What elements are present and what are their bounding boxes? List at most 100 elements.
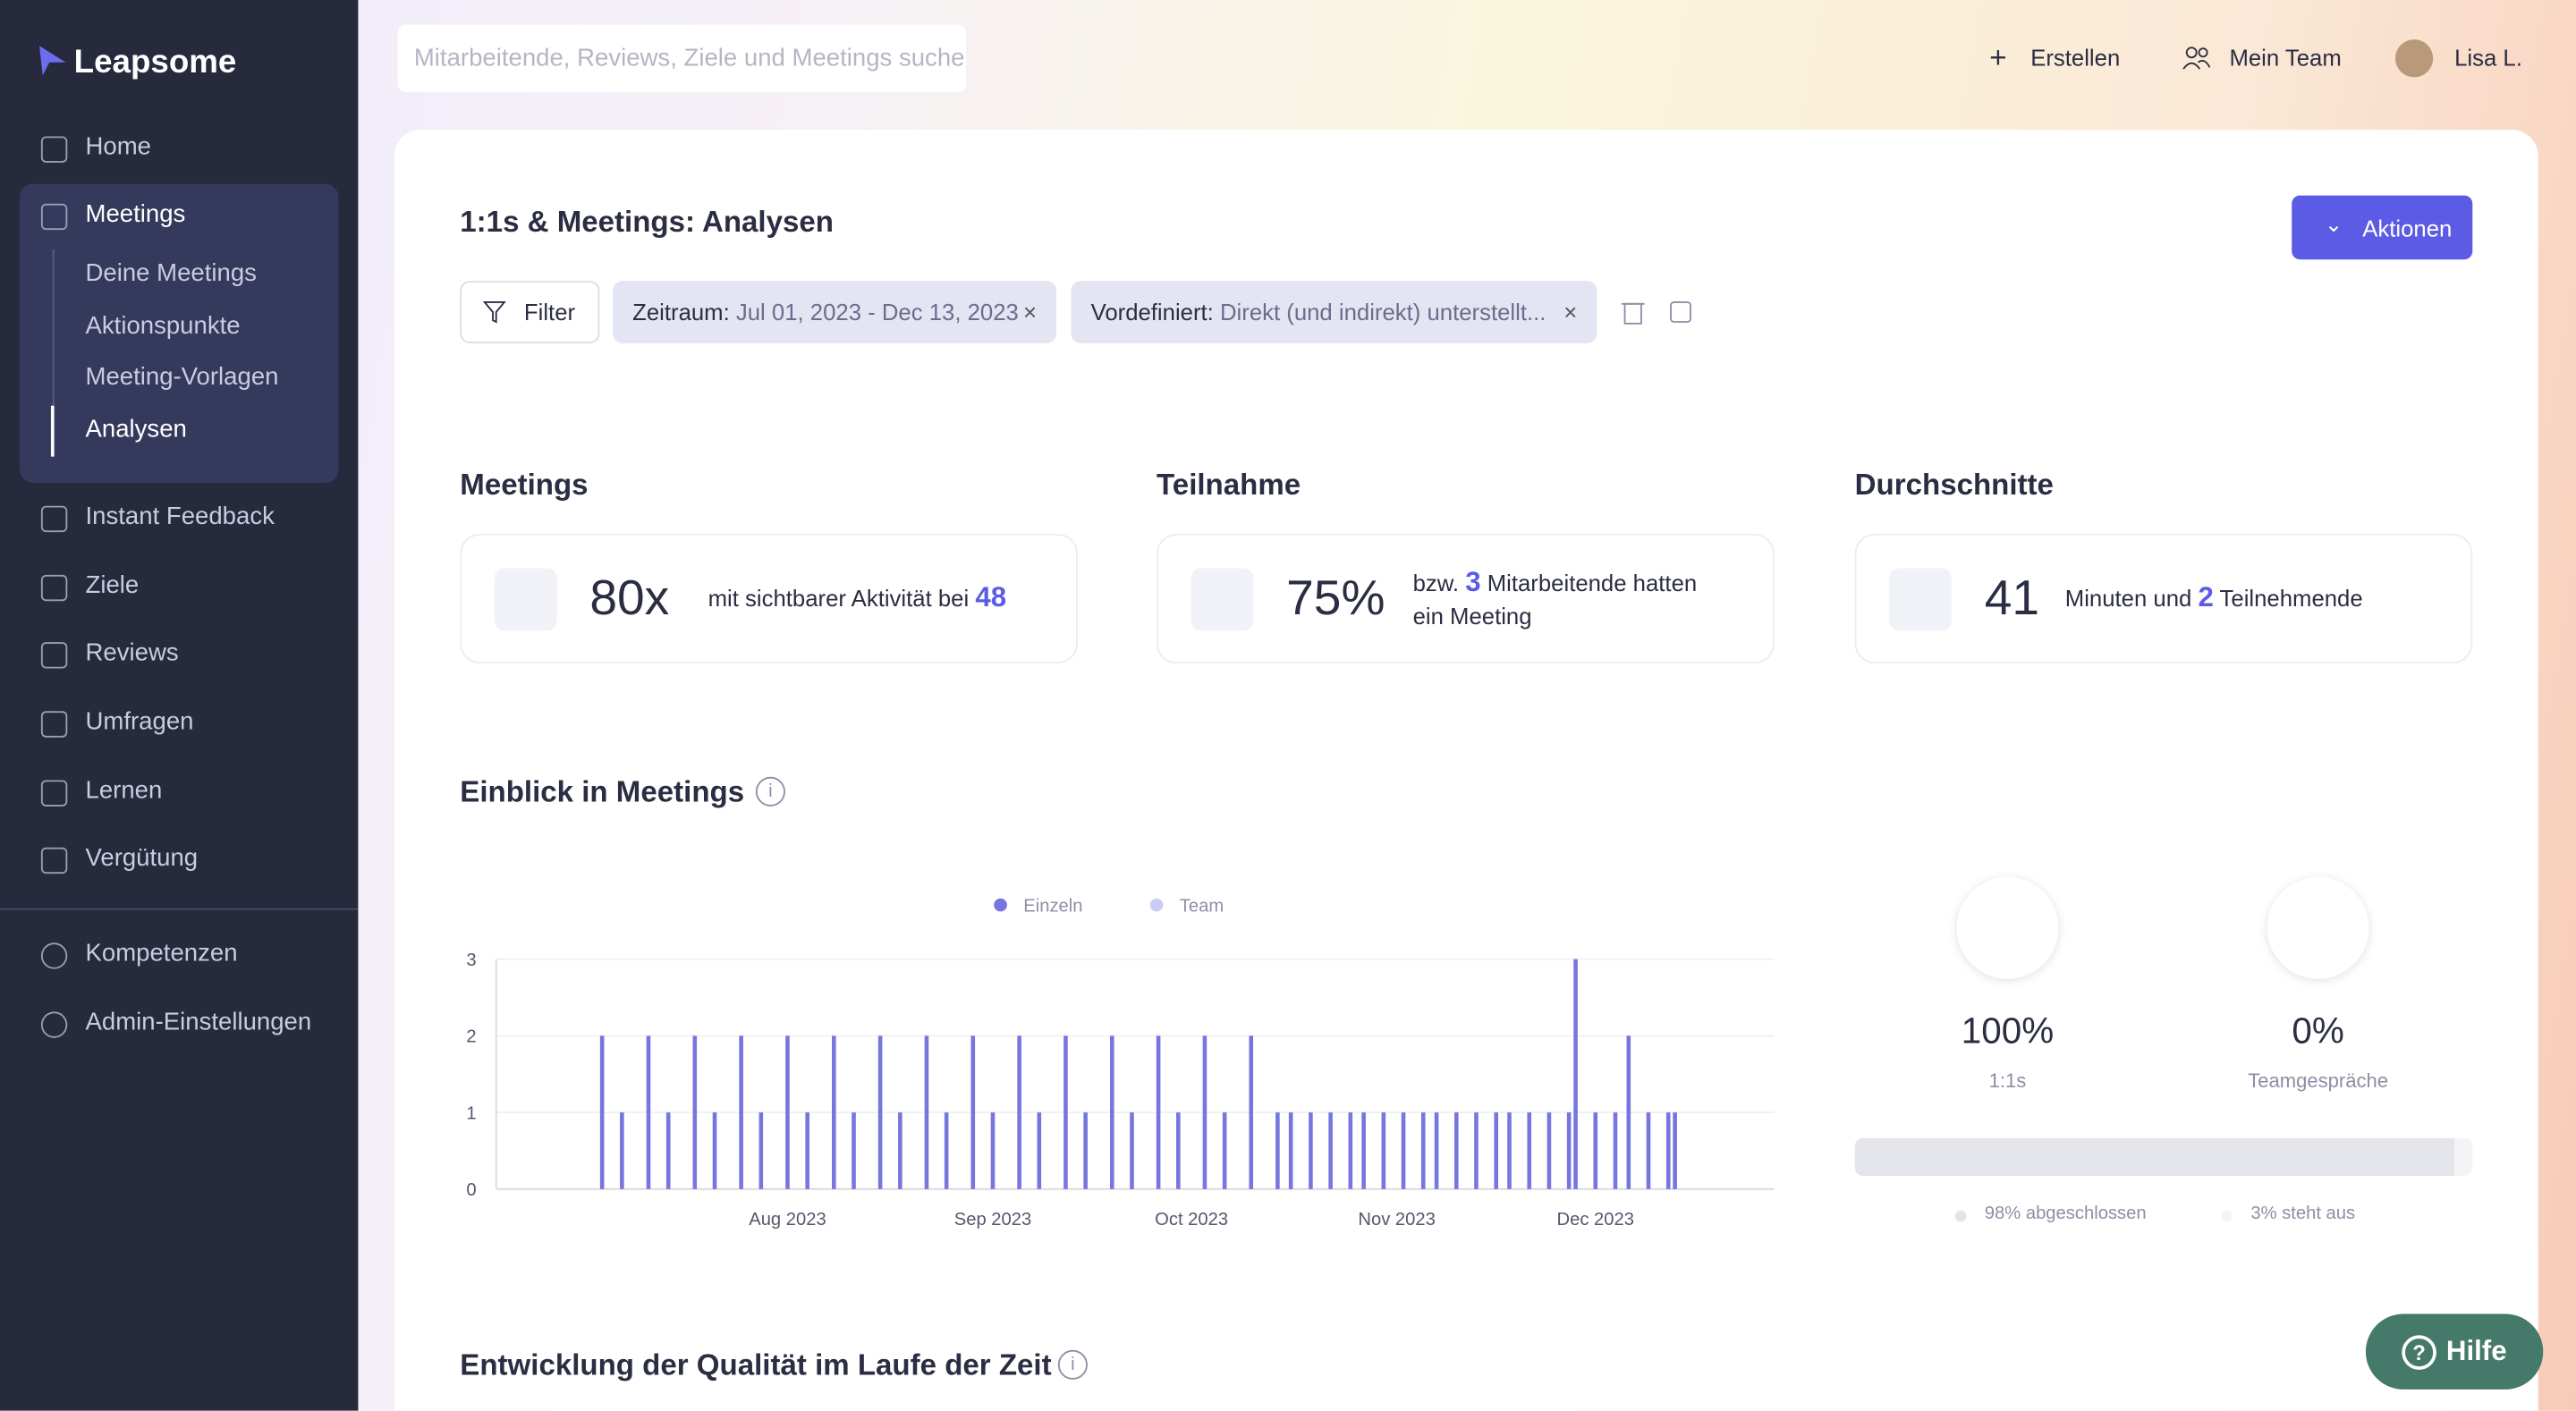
legend-marker <box>1149 898 1164 912</box>
nav-item[interactable]: Ziele <box>85 571 140 600</box>
split-value: 0% <box>2292 1010 2344 1052</box>
chip-key: Vordefiniert: <box>1090 299 1214 325</box>
bar <box>1017 1035 1021 1189</box>
split-label: 1:1s <box>1988 1069 2027 1093</box>
nav-subitem[interactable]: Meeting-Vorlagen <box>85 362 279 392</box>
bar <box>1037 1112 1042 1189</box>
chart: 0 1 2 3 Aug 2023 Sep 2023 Oct 2023 Nov 2023 Dec … <box>466 896 1775 1229</box>
bar <box>1288 1112 1293 1189</box>
bar <box>1665 1112 1671 1189</box>
stat-number: 80x <box>589 571 670 626</box>
nav-subitem[interactable]: Analysen <box>85 415 187 444</box>
bar <box>1420 1112 1426 1189</box>
search-box[interactable]: Mitarbeitende, Reviews, Ziele und Meetin… <box>397 24 967 92</box>
nav-item[interactable]: Home <box>85 132 152 162</box>
stat-card: 75% bzw. 3 Mitarbeitende hatten ein Meet… <box>1157 533 1775 664</box>
stat-desc: mit sichtbarer Aktivität bei <box>708 584 970 612</box>
bar <box>1593 1112 1598 1189</box>
section-heading: Durchschnitte <box>1854 468 2054 502</box>
bar <box>1613 1112 1618 1189</box>
nav-subitem[interactable]: Deine Meetings <box>85 259 257 288</box>
bar <box>852 1112 856 1189</box>
section-heading: Einblick in Meetings <box>460 774 745 808</box>
filter-button[interactable]: Filter <box>460 281 600 343</box>
stat-number: 75% <box>1286 571 1385 626</box>
nav-icon <box>40 642 68 669</box>
bar <box>990 1112 996 1189</box>
create-button[interactable]: Erstellen <box>2030 44 2121 71</box>
actions-button[interactable]: ⌄ Aktionen <box>2292 195 2473 260</box>
y-tick-label: 2 <box>466 1027 476 1047</box>
search-placeholder: Mitarbeitende, Reviews, Ziele und Meetin… <box>413 44 967 72</box>
bar <box>1566 1112 1572 1189</box>
bar <box>877 1035 883 1189</box>
plus-icon: + <box>1989 40 2007 74</box>
nav-icon <box>40 780 68 807</box>
legend-marker <box>994 898 1007 912</box>
logo-icon <box>39 46 66 76</box>
bar <box>1507 1112 1512 1189</box>
bar <box>1348 1112 1353 1189</box>
nav-item[interactable]: Reviews <box>85 638 179 667</box>
logo: Leapsome <box>73 44 237 81</box>
bar <box>1626 1035 1631 1189</box>
bar <box>924 1035 929 1189</box>
nav-item[interactable]: Kompetenzen <box>85 939 238 967</box>
info-icon[interactable]: i <box>1057 1349 1088 1380</box>
nav-item[interactable]: Meetings <box>85 200 186 229</box>
bar <box>646 1035 651 1189</box>
nav-item[interactable]: Instant Feedback <box>85 503 275 531</box>
stat-desc: Mitarbeitende hatten ein Meeting <box>1412 570 1698 629</box>
bar <box>1453 1112 1459 1189</box>
filter-icon <box>483 301 506 324</box>
bar <box>1673 1112 1677 1189</box>
y-tick-label: 0 <box>466 1180 476 1200</box>
bar <box>712 1112 717 1189</box>
sub-line <box>52 249 55 457</box>
bar <box>599 1035 605 1189</box>
bar <box>1063 1035 1068 1189</box>
section-heading: Entwicklung der Qualität im Laufe der Ze… <box>460 1348 1052 1381</box>
bar <box>898 1112 902 1189</box>
stat-post: Teilnehmende <box>2219 584 2363 612</box>
user-menu[interactable]: Lisa L. <box>2454 44 2522 71</box>
nav-icon <box>40 711 68 738</box>
bar <box>692 1035 698 1189</box>
sub-active-bar <box>50 405 55 457</box>
bar <box>1573 959 1578 1189</box>
nav-icon <box>40 574 68 602</box>
nav-item[interactable]: Admin-Einstellungen <box>85 1008 312 1036</box>
stat-highlight: 2 <box>2198 581 2214 613</box>
nav-item[interactable]: Vergütung <box>85 844 199 873</box>
legend-label: 98% abgeschlossen <box>1984 1204 2147 1224</box>
stat-desc: Minuten und <box>2064 584 2192 612</box>
active-group <box>20 183 339 484</box>
x-tick-label: Oct 2023 <box>1155 1210 1228 1229</box>
nav-item[interactable]: Lernen <box>85 776 163 806</box>
bar <box>1130 1112 1134 1189</box>
legend-label: Einzeln <box>1023 896 1082 916</box>
nav-subitem[interactable]: Aktionspunkte <box>85 311 241 341</box>
nav-item[interactable]: Umfragen <box>85 707 194 736</box>
bar <box>832 1035 836 1189</box>
filter-chip[interactable]: Zeitraum: Jul 01, 2023 - Dec 13, 2023 × <box>613 281 1057 343</box>
legend-label: 3% steht aus <box>2250 1204 2356 1224</box>
bar <box>1527 1112 1532 1189</box>
bar <box>1309 1112 1313 1189</box>
bar <box>1381 1112 1386 1189</box>
avatar <box>2394 39 2434 78</box>
sidebar: Leapsome Home Meetings Deine Meetings Aktio… <box>0 0 359 1411</box>
team-button[interactable]: Mein Team <box>2229 44 2342 71</box>
stat-highlight: 3 <box>1465 566 1481 598</box>
help-button[interactable]: ? Hilfe <box>2365 1314 2544 1390</box>
stat-card: 41 Minuten und 2 Teilnehmende <box>1854 533 2473 664</box>
stat-card: 80x mit sichtbarer Aktivität bei 48 <box>460 533 1078 664</box>
chip-tools[interactable] <box>1621 299 1704 325</box>
info-icon[interactable]: i <box>755 776 785 807</box>
filter-chip[interactable]: Vordefiniert: Direkt (und indirekt) unte… <box>1071 281 1597 343</box>
bar <box>739 1035 743 1189</box>
stat-text: mit sichtbarer Aktivität bei 48 <box>708 581 1006 614</box>
page-title: 1:1s & Meetings: Analysen <box>460 205 834 239</box>
stat-pre: bzw. <box>1412 570 1460 596</box>
